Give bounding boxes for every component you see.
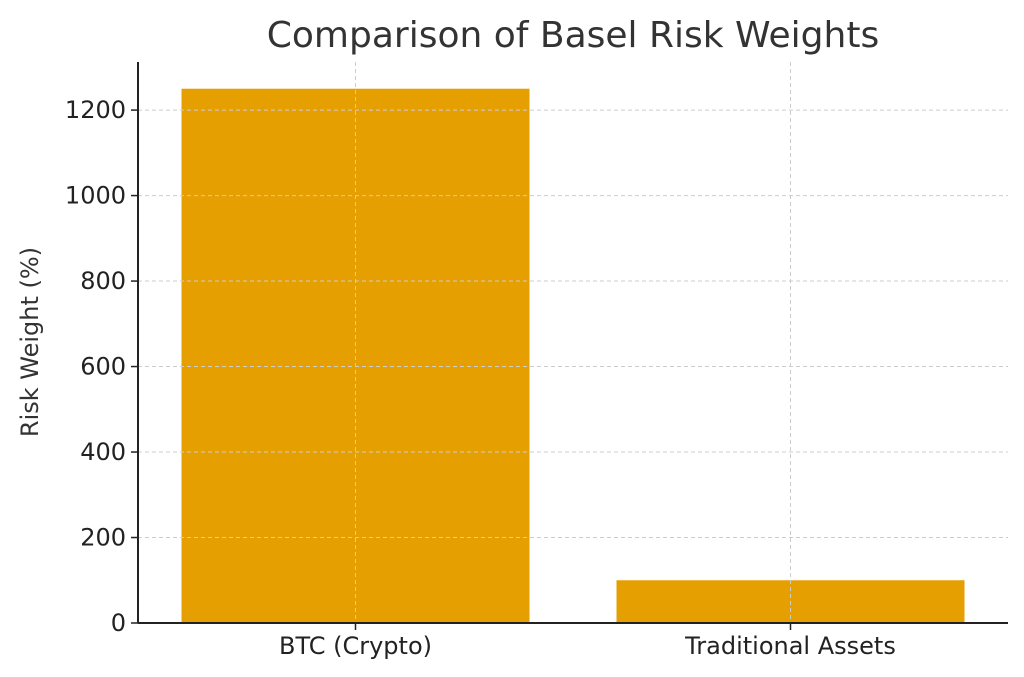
y-tick-label: 0	[111, 609, 126, 637]
y-tick-label: 400	[80, 438, 126, 466]
ticks-layer: 0 200 400 600 800 1000 1200 BTC (Crypto) Traditi…	[65, 96, 896, 660]
x-tick-label: BTC (Crypto)	[279, 632, 432, 660]
y-tick-label: 1200	[65, 96, 126, 124]
y-tick-label: 1000	[65, 182, 126, 210]
chart-title: Comparison of Basel Risk Weights	[267, 15, 879, 56]
bars-layer	[181, 88, 965, 623]
y-tick-label: 800	[80, 267, 126, 295]
y-tick-label: 200	[80, 524, 126, 552]
y-axis-title: Risk Weight (%)	[16, 247, 44, 437]
x-tick-label: Traditional Assets	[684, 632, 896, 660]
axes-layer	[137, 62, 1008, 624]
y-tick-label: 600	[80, 353, 126, 381]
